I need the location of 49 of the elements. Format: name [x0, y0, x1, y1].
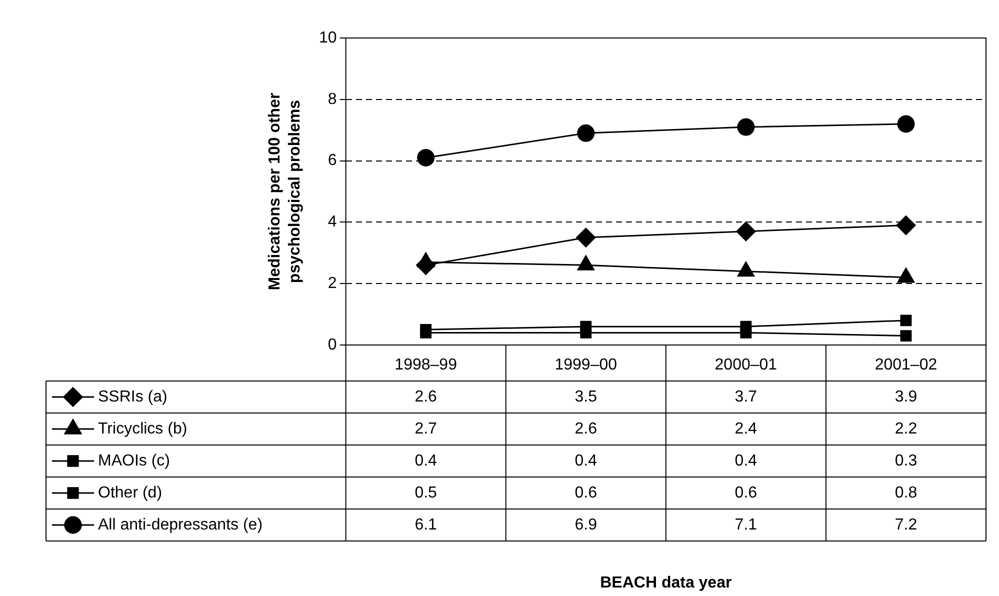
y-tick-label: 4 — [328, 214, 337, 231]
legend-label: Other (d) — [98, 484, 162, 502]
legend-label: All anti-depressants (e) — [98, 516, 263, 534]
point — [580, 327, 592, 338]
point — [417, 148, 435, 166]
data-label: 2.2 — [894, 420, 918, 438]
data-label: 0.8 — [894, 484, 918, 502]
data-label: 0.6 — [734, 484, 758, 502]
data-label: 6.1 — [414, 516, 438, 534]
point — [900, 330, 912, 342]
data-label: 0.3 — [894, 452, 918, 470]
data-label: 2.7 — [414, 420, 438, 438]
point — [420, 327, 432, 338]
point — [736, 222, 756, 242]
x-tick-label: 2000–01 — [714, 356, 778, 374]
data-label: 7.1 — [734, 516, 758, 534]
y-tick-label: 6 — [328, 152, 337, 170]
point — [740, 327, 752, 338]
x-tick-label: 2001–02 — [874, 356, 938, 374]
data-label: 3.9 — [894, 388, 918, 406]
text: BEACH data year — [600, 574, 732, 592]
x-tick-label: 1998–99 — [394, 356, 458, 374]
data-label: 2.6 — [414, 388, 438, 406]
legend-label: MAOIs (c) — [98, 452, 170, 470]
point — [897, 115, 915, 133]
point — [576, 228, 596, 248]
data-label: 6.9 — [574, 516, 598, 534]
data-label: 0.4 — [414, 452, 438, 470]
y-tick-label: 8 — [328, 90, 337, 108]
data-label: 3.5 — [574, 388, 598, 406]
data-label: 0.5 — [414, 484, 438, 502]
data-label: 2.6 — [574, 420, 598, 438]
point — [896, 216, 916, 236]
data-label: 0.4 — [574, 452, 598, 470]
legend-label: Tricyclics (b) — [98, 420, 188, 438]
point — [900, 314, 912, 326]
data-label: 0.6 — [574, 484, 598, 502]
data-label: 2.4 — [734, 420, 758, 438]
y-tick-label: 0 — [328, 336, 337, 354]
data-label: 7.2 — [894, 516, 918, 534]
data-label: 3.7 — [734, 388, 758, 406]
point — [577, 124, 595, 142]
legend-label: SSRIs (a) — [98, 388, 168, 406]
data-label: 0.4 — [734, 452, 758, 470]
y-axis-title: Medications per 100 other psychological problems — [266, 92, 304, 290]
x-tick-label: 1999–00 — [554, 356, 618, 374]
y-tick-label: 10 — [319, 29, 337, 46]
point — [737, 118, 755, 136]
y-tick-label: 2 — [328, 275, 337, 292]
